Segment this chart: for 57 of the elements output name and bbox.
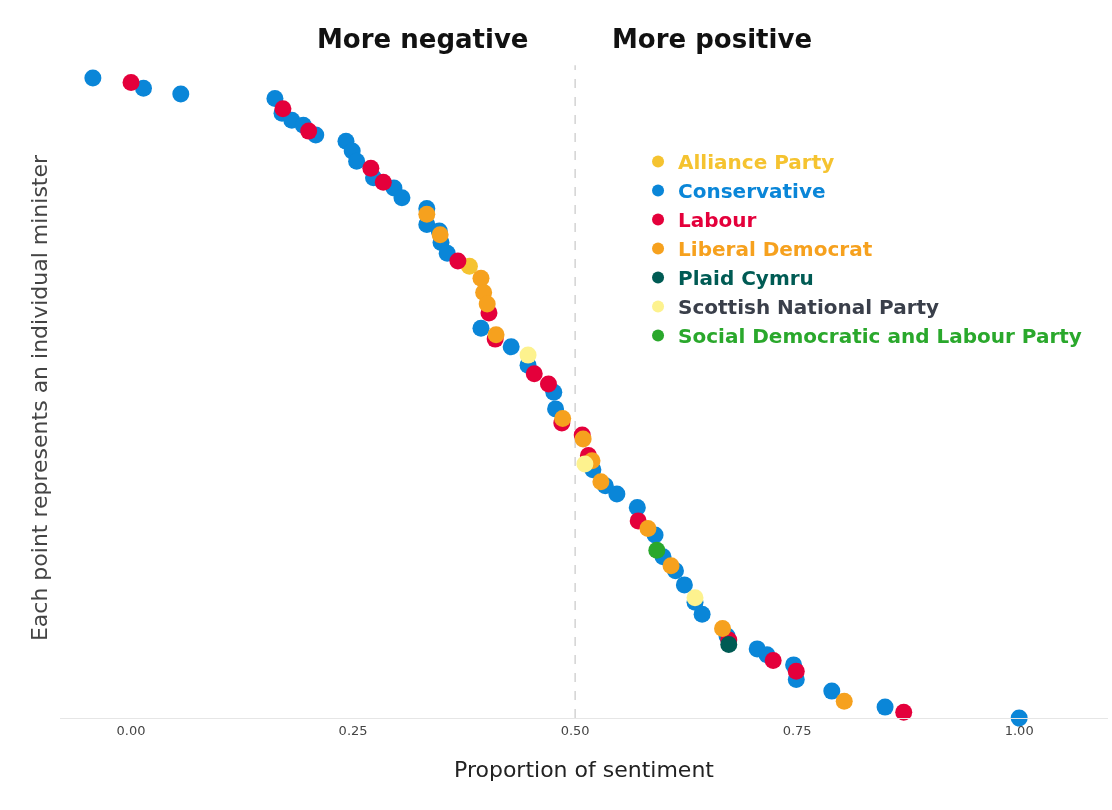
point — [502, 338, 520, 356]
x-tick-label: 0.50 — [560, 722, 590, 738]
point — [539, 375, 557, 393]
point — [393, 189, 411, 207]
x-tick-label: 0.75 — [782, 722, 812, 738]
point — [686, 589, 704, 607]
x-tick-label: 0.25 — [338, 722, 368, 738]
point — [487, 326, 505, 344]
legend-label: Liberal Democrat — [678, 237, 873, 262]
x-tick-label: 0.00 — [116, 722, 146, 738]
point — [300, 122, 318, 140]
point — [519, 346, 537, 364]
legend-label: Plaid Cymru — [678, 266, 814, 291]
x-tick-label: 1.00 — [1004, 722, 1034, 738]
point — [418, 205, 436, 223]
point — [876, 698, 894, 716]
point — [787, 662, 805, 680]
y-axis-title: Each point represents an individual minister — [26, 153, 52, 642]
point — [431, 226, 449, 244]
point — [639, 520, 657, 538]
point — [1010, 709, 1028, 727]
point — [662, 557, 680, 575]
point — [478, 295, 496, 313]
x-axis-title: Proportion of sentiment — [454, 757, 715, 783]
point — [362, 159, 380, 177]
point — [648, 541, 666, 559]
point — [608, 485, 626, 503]
point — [693, 605, 711, 623]
point — [835, 692, 853, 710]
point — [274, 100, 292, 118]
point — [525, 365, 543, 383]
point — [472, 319, 490, 337]
point — [554, 409, 572, 427]
point — [574, 430, 592, 448]
point — [895, 703, 913, 721]
point — [172, 85, 190, 103]
legend-label: Conservative — [678, 179, 826, 204]
point — [134, 79, 152, 97]
point — [84, 69, 102, 87]
text: More negative — [317, 24, 529, 54]
point — [122, 73, 140, 91]
legend-label: Alliance Party — [678, 150, 835, 175]
legend-label: Social Democratic and Labour Party — [678, 324, 1082, 349]
point — [348, 152, 366, 170]
point — [720, 635, 738, 653]
point — [764, 651, 782, 669]
point — [823, 682, 841, 700]
point — [576, 455, 594, 473]
point — [592, 473, 610, 491]
point — [449, 252, 467, 270]
text: More positive — [612, 24, 813, 54]
point — [472, 269, 490, 287]
legend-label: Scottish National Party — [678, 295, 940, 320]
point — [675, 576, 693, 594]
point — [714, 619, 732, 637]
legend-label: Labour — [678, 208, 757, 233]
point — [374, 173, 392, 191]
